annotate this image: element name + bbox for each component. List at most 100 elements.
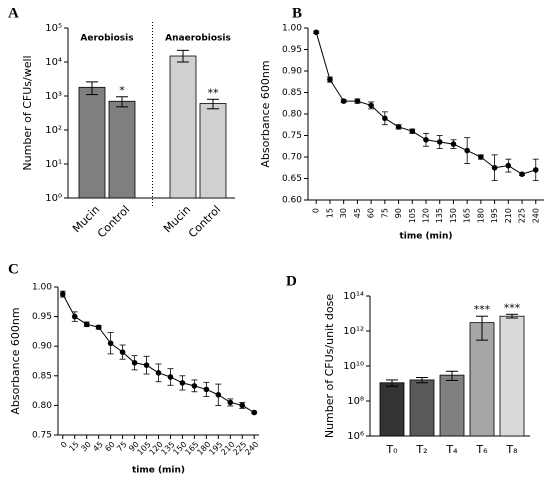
- x-tick-label: 30: [339, 208, 348, 218]
- x-tick-label: 195: [490, 208, 499, 223]
- y-tick-label: 10¹⁰: [343, 361, 364, 372]
- data-point: [436, 139, 443, 145]
- panel-letter: D: [286, 273, 297, 289]
- bar: [439, 374, 465, 437]
- bar: [169, 55, 197, 199]
- data-point: [179, 380, 186, 386]
- data-point: [215, 391, 222, 398]
- data-point: [83, 321, 90, 328]
- bar: [409, 379, 435, 437]
- y-axis-title: Number of CFUs/unit dose: [323, 294, 336, 439]
- x-tick-label: 75: [380, 208, 389, 218]
- panel-letter: B: [292, 5, 302, 21]
- y-tick-label: 10⁶: [347, 431, 364, 442]
- y-axis-title: Absorbance 600nm: [9, 307, 22, 414]
- y-axis-title: Absorbance 600nm: [259, 60, 272, 167]
- y-tick-label: 10⁸: [347, 396, 364, 407]
- x-tick-label: 240: [243, 440, 260, 457]
- y-tick-label: 10⁵: [45, 23, 62, 34]
- data-point: [203, 386, 210, 393]
- y-tick-label: 10¹⁴: [343, 291, 364, 302]
- y-axis-title: Number of CFUs/well: [21, 55, 34, 170]
- y-tick-label: 0.75: [32, 431, 52, 441]
- x-tick-label: 180: [476, 208, 485, 223]
- data-point: [464, 147, 470, 154]
- x-tick-label: 225: [518, 208, 527, 223]
- x-tick-label: 0: [312, 208, 321, 213]
- bar: [78, 86, 106, 199]
- x-tick-label: 90: [394, 208, 403, 218]
- x-tick-label: 105: [408, 208, 417, 223]
- data-point: [107, 340, 114, 347]
- y-tick-label: 0.80: [32, 401, 52, 411]
- data-line: [315, 32, 536, 175]
- bar: [499, 315, 525, 437]
- data-point: [95, 324, 102, 331]
- data-point: [191, 383, 198, 389]
- panel-letter: C: [8, 261, 19, 277]
- x-tick-label: 135: [435, 208, 444, 223]
- data-point: [519, 171, 525, 177]
- data-point: [395, 124, 402, 130]
- y-tick-label: 0.90: [282, 67, 302, 77]
- data-point: [478, 154, 484, 160]
- data-point: [167, 374, 174, 380]
- x-tick-label: 240: [531, 208, 540, 223]
- y-tick-label: 1.00: [282, 24, 302, 34]
- y-tick-label: 0.95: [32, 312, 52, 322]
- data-point: [327, 76, 333, 83]
- x-tick-label: Control: [186, 203, 223, 240]
- data-point: [155, 370, 162, 376]
- data-point: [227, 399, 234, 406]
- x-tick-label: 150: [449, 208, 458, 223]
- x-tick-label: T₀: [385, 443, 398, 456]
- bar: [199, 103, 227, 199]
- y-tick-label: 10¹: [45, 159, 62, 170]
- data-point: [131, 359, 138, 366]
- significance: **: [208, 86, 220, 99]
- data-point: [382, 115, 388, 122]
- y-tick-label: 0.80: [282, 110, 302, 120]
- panel-letter: A: [8, 5, 19, 21]
- y-tick-label: 0.85: [32, 371, 52, 381]
- y-tick-label: 0.70: [282, 153, 302, 163]
- x-tick-label: 45: [353, 208, 362, 218]
- y-tick-label: 0.85: [282, 88, 302, 98]
- x-tick-label: 15: [325, 208, 334, 218]
- y-tick-label: 10⁰: [45, 193, 62, 204]
- data-point: [354, 98, 361, 104]
- x-tick-label: T₂: [415, 443, 427, 456]
- significance: *: [119, 84, 125, 97]
- y-tick-label: 0.65: [282, 174, 302, 184]
- x-tick-label: 60: [367, 208, 376, 218]
- group-label: Aerobiosis: [80, 34, 133, 44]
- y-tick-label: 10¹²: [343, 326, 364, 337]
- data-point: [143, 362, 150, 368]
- y-tick-label: 1.00: [32, 283, 52, 293]
- data-point: [119, 349, 126, 355]
- data-point: [368, 102, 374, 109]
- significance: ***: [504, 301, 521, 314]
- data-point: [340, 98, 347, 104]
- y-tick-label: 0.60: [282, 196, 302, 206]
- y-tick-label: 0.95: [282, 45, 302, 55]
- x-tick-label: 0: [59, 440, 69, 450]
- x-axis-title: time (min): [399, 232, 452, 242]
- x-tick-label: 165: [463, 208, 472, 223]
- x-tick-label: T₆: [475, 443, 488, 456]
- data-point: [239, 402, 246, 409]
- data-point: [505, 162, 512, 169]
- x-tick-label: T₄: [445, 443, 458, 456]
- significance: ***: [474, 303, 491, 316]
- x-tick-label: Control: [95, 203, 132, 240]
- data-point: [71, 313, 78, 320]
- data-point: [532, 167, 539, 173]
- data-point: [59, 291, 66, 297]
- bar: [379, 382, 405, 437]
- x-tick-label: 210: [504, 208, 513, 223]
- bar: [108, 100, 136, 199]
- x-tick-label: T₈: [505, 443, 518, 456]
- y-tick-label: 0.75: [282, 131, 302, 141]
- bar: [469, 322, 495, 437]
